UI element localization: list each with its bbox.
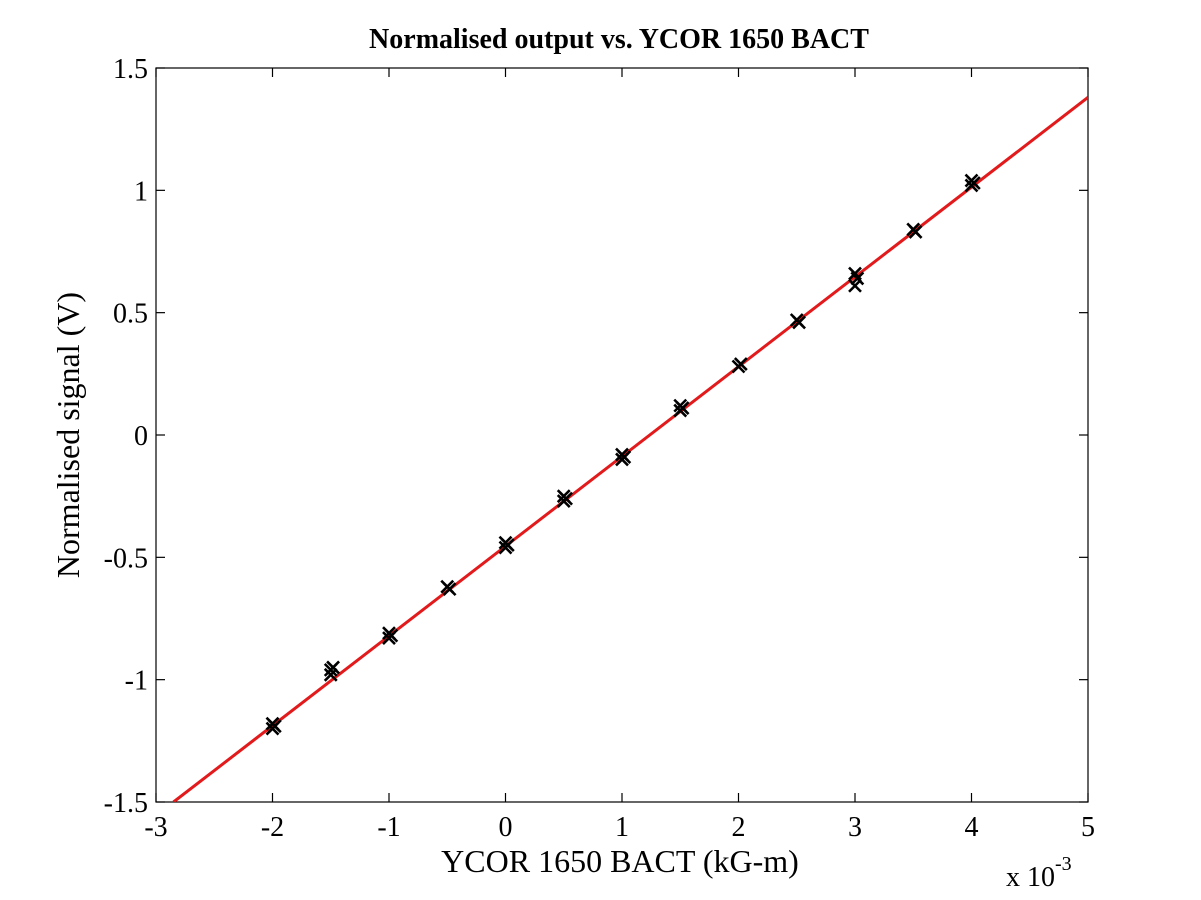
data-point — [617, 450, 632, 464]
y-tick-labels: -1.5 -1 -0.5 0 0.5 1 1.5 — [104, 54, 148, 819]
x-tick-label: 2 — [732, 812, 746, 843]
x-tick-label: 1 — [615, 812, 629, 843]
data-point — [966, 176, 981, 190]
plot-area — [155, 67, 1089, 803]
y-tick-label: 1 — [134, 176, 148, 207]
axis-ticks — [155, 67, 1089, 803]
y-tick-label: -1.5 — [104, 788, 148, 819]
x-tick-label: 5 — [1081, 812, 1095, 843]
data-point — [267, 719, 282, 734]
x-tick-label: -3 — [144, 812, 167, 843]
data-point — [326, 660, 340, 675]
data-point — [384, 628, 399, 643]
x-tick-label: 0 — [499, 812, 513, 843]
data-markers — [265, 173, 981, 736]
y-axis-label: Normalised signal (V) — [50, 292, 86, 578]
x-axis-label: YCOR 1650 BACT (kG-m) — [441, 843, 799, 879]
y-tick-label: -0.5 — [104, 543, 148, 574]
fit-line-layer — [172, 96, 1088, 802]
data-point — [498, 540, 513, 555]
data-point — [850, 271, 865, 286]
x-tick-labels: -3 -2 -1 0 1 2 3 4 5 — [144, 812, 1095, 843]
data-point — [733, 357, 748, 371]
data-point — [908, 225, 923, 239]
data-point — [675, 401, 690, 416]
data-point — [792, 315, 806, 330]
x-axis-multiplier: x 10-3 — [1006, 853, 1072, 893]
data-point — [442, 582, 457, 597]
y-tick-label: 1.5 — [113, 54, 148, 85]
x-tick-label: -2 — [261, 812, 284, 843]
data-point — [559, 491, 573, 506]
fit-line — [172, 96, 1088, 802]
x-tick-label: 4 — [965, 812, 979, 843]
y-tick-label: 0 — [134, 421, 148, 452]
chart-title: Normalised output vs. YCOR 1650 BACT — [369, 24, 869, 55]
x-multiplier-exponent: -3 — [1055, 853, 1072, 875]
y-tick-label: 0.5 — [113, 299, 148, 330]
x-multiplier-base: x 10 — [1006, 862, 1055, 893]
y-tick-label: -1 — [125, 666, 148, 697]
axes-box — [155, 67, 1089, 803]
x-tick-label: 3 — [848, 812, 862, 843]
x-tick-label: -1 — [377, 812, 400, 843]
